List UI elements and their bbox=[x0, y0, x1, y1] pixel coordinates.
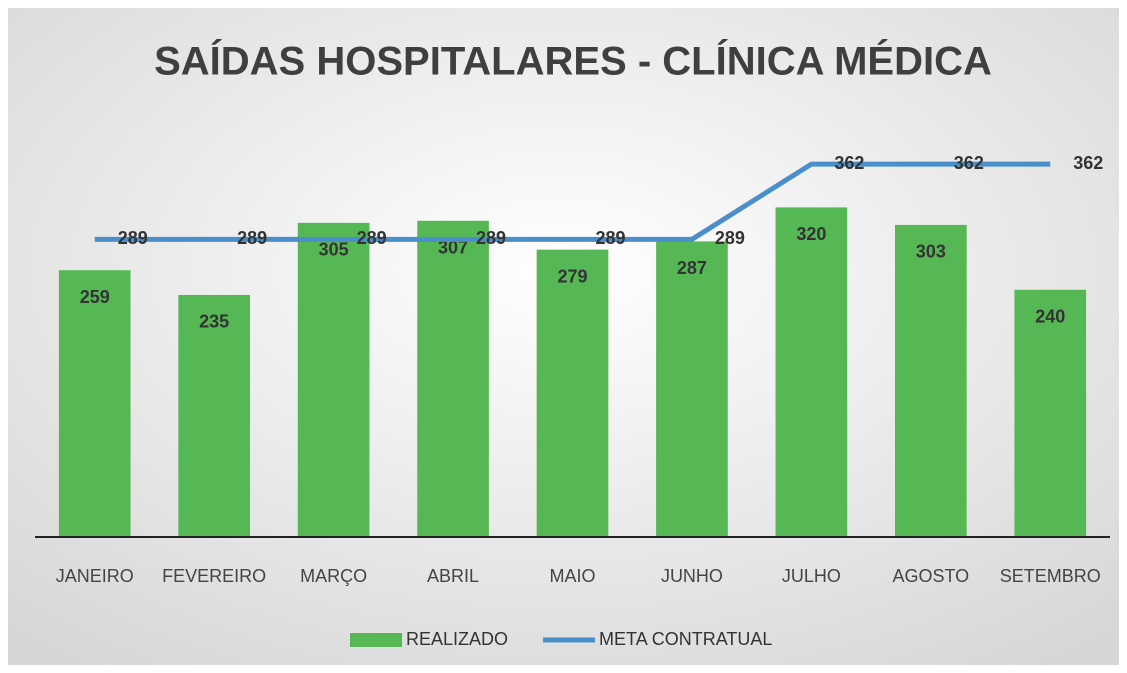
x-tick-label: AGOSTO bbox=[892, 566, 969, 586]
bar bbox=[1014, 289, 1087, 537]
bar-value-label: 303 bbox=[916, 242, 946, 262]
line-value-label: 289 bbox=[595, 228, 625, 248]
bar-value-label: 279 bbox=[557, 266, 587, 286]
bar bbox=[58, 270, 131, 537]
bar bbox=[417, 220, 489, 538]
line-value-label: 289 bbox=[118, 228, 148, 248]
line-value-label: 362 bbox=[834, 153, 864, 173]
x-tick-label: FEVEREIRO bbox=[162, 566, 266, 586]
bar bbox=[775, 207, 848, 537]
bar bbox=[178, 294, 250, 537]
legend-label: META CONTRATUAL bbox=[599, 629, 772, 649]
bar-value-label: 240 bbox=[1035, 307, 1065, 327]
bar-value-label: 320 bbox=[796, 224, 826, 244]
legend-swatch bbox=[350, 633, 402, 647]
x-tick-label: JULHO bbox=[782, 566, 841, 586]
bar-value-label: 259 bbox=[80, 287, 110, 307]
bar-value-label: 235 bbox=[199, 312, 229, 332]
line-value-label: 289 bbox=[237, 228, 267, 248]
bar bbox=[536, 249, 609, 537]
bar bbox=[656, 241, 728, 537]
x-tick-label: JUNHO bbox=[661, 566, 723, 586]
bar bbox=[297, 222, 370, 537]
x-tick-label: MARÇO bbox=[300, 566, 367, 586]
line-value-label: 289 bbox=[357, 228, 387, 248]
line-value-label: 362 bbox=[954, 153, 984, 173]
bar bbox=[895, 224, 967, 537]
line-value-label: 289 bbox=[476, 228, 506, 248]
bar-value-label: 307 bbox=[438, 238, 468, 258]
legend-label: REALIZADO bbox=[406, 629, 508, 649]
x-tick-label: SETEMBRO bbox=[1000, 566, 1101, 586]
chart-title: SAÍDAS HOSPITALARES - CLÍNICA MÉDICA bbox=[154, 39, 992, 84]
x-tick-label: ABRIL bbox=[427, 566, 479, 586]
line bbox=[94, 161, 1051, 242]
bar-value-label: 287 bbox=[677, 258, 707, 278]
line-value-label: 289 bbox=[715, 228, 745, 248]
bar-value-label: 305 bbox=[319, 240, 349, 260]
x-tick-label: JANEIRO bbox=[56, 566, 134, 586]
x-tick-label: MAIO bbox=[549, 566, 595, 586]
line-value-label: 362 bbox=[1073, 153, 1103, 173]
